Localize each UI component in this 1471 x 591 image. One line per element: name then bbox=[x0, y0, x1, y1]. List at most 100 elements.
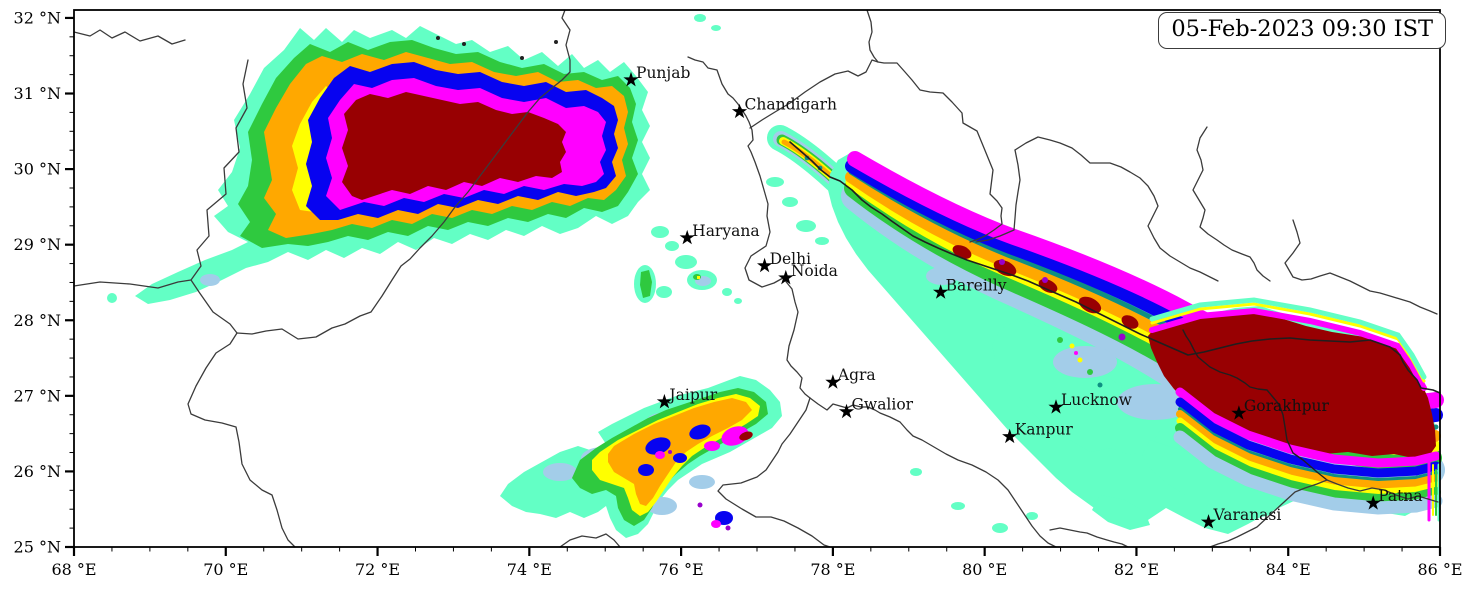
boundary-line bbox=[1284, 219, 1438, 315]
boundary-line bbox=[559, 533, 621, 548]
boundary-line bbox=[73, 279, 192, 289]
contour-fringe-line bbox=[1149, 297, 1427, 380]
contour-fringe-line bbox=[1178, 407, 1438, 483]
city-marker-gwalior: Gwalior bbox=[838, 396, 914, 419]
x-axis-ticks bbox=[72, 547, 1442, 556]
boundary-line bbox=[1182, 329, 1328, 481]
contour-fringe-line bbox=[1149, 307, 1427, 391]
city-label: Kanpur bbox=[1015, 421, 1074, 439]
y-tick-label: 27 °N bbox=[14, 386, 61, 405]
city-label: Noida bbox=[791, 262, 838, 280]
y-tick-label: 26 °N bbox=[14, 462, 61, 481]
city-marker-kanpur: Kanpur bbox=[1002, 421, 1074, 444]
contour-fringe-line bbox=[1175, 397, 1441, 478]
x-tick-label: 78 °E bbox=[810, 560, 855, 579]
y-tick-label: 28 °N bbox=[14, 311, 61, 330]
city-label: Chandigarh bbox=[745, 96, 838, 114]
boundary-line bbox=[866, 9, 879, 63]
x-tick-label: 74 °E bbox=[507, 560, 552, 579]
x-tick-label: 82 °E bbox=[1114, 560, 1159, 579]
city-label: Haryana bbox=[692, 222, 759, 240]
star-icon bbox=[933, 284, 949, 299]
contour-fringe-line bbox=[1176, 417, 1440, 496]
city-label: Patna bbox=[1378, 487, 1422, 505]
city-marker-agra: Agra bbox=[825, 366, 876, 389]
city-marker-chandigarh: Chandigarh bbox=[731, 96, 838, 119]
y-axis-labels: 25 °N 26 °N 27 °N 28 °N 29 °N 30 °N 31 °N 32 °N bbox=[14, 8, 61, 556]
contour-fringe-line bbox=[1173, 430, 1443, 515]
city-marker-haryana: Haryana bbox=[679, 222, 760, 245]
star-icon bbox=[1048, 399, 1064, 414]
city-label: Jaipur bbox=[667, 386, 717, 404]
boundary-line bbox=[717, 397, 831, 548]
city-label: Delhi bbox=[770, 250, 812, 268]
contour-fringe-line bbox=[1175, 387, 1441, 468]
boundary-line bbox=[1049, 527, 1129, 548]
x-tick-label: 70 °E bbox=[203, 560, 248, 579]
boundary-line bbox=[73, 29, 186, 45]
x-tick-label: 84 °E bbox=[1266, 560, 1311, 579]
contour-blob-punjab bbox=[107, 26, 650, 304]
contour-band-terai bbox=[828, 151, 1445, 534]
star-icon bbox=[1231, 405, 1247, 420]
star-icon bbox=[731, 103, 748, 119]
boundary-line bbox=[190, 59, 249, 334]
boundary-line bbox=[975, 149, 1021, 243]
boundary-line bbox=[1014, 136, 1219, 282]
contour-blob-southwest bbox=[500, 376, 782, 538]
y-tick-label: 25 °N bbox=[14, 538, 61, 557]
star-icon bbox=[838, 403, 855, 419]
city-label: Gwalior bbox=[852, 396, 914, 414]
x-tick-label: 72 °E bbox=[355, 560, 400, 579]
x-tick-label: 80 °E bbox=[962, 560, 1007, 579]
city-marker-lucknow: Lucknow bbox=[1048, 391, 1133, 414]
timestamp-label: 05-Feb-2023 09:30 IST bbox=[1171, 16, 1433, 42]
city-label: Punjab bbox=[636, 64, 690, 82]
star-icon bbox=[825, 374, 841, 389]
city-marker-bareilly: Bareilly bbox=[933, 276, 1007, 299]
star-icon bbox=[656, 393, 672, 409]
contour-streak-chandigarh bbox=[766, 125, 875, 245]
city-label: Agra bbox=[837, 366, 876, 384]
boundary-line bbox=[749, 59, 1003, 243]
star-icon bbox=[1200, 514, 1217, 529]
city-marker-patna: Patna bbox=[1365, 487, 1423, 510]
contour-fringe-line bbox=[1176, 410, 1440, 490]
boundary-line bbox=[1326, 479, 1439, 503]
star-icon bbox=[1365, 495, 1381, 510]
city-label: Lucknow bbox=[1061, 391, 1133, 409]
star-icon bbox=[778, 269, 794, 285]
city-label: Bareilly bbox=[946, 276, 1007, 294]
state-boundaries bbox=[73, 9, 1441, 548]
star-icon bbox=[679, 229, 695, 245]
city-marker-varanasi: Varanasi bbox=[1200, 506, 1282, 529]
y-axis-ticks bbox=[65, 16, 74, 549]
boundary-line bbox=[809, 397, 1057, 548]
timestamp-box: 05-Feb-2023 09:30 IST bbox=[1158, 12, 1446, 49]
boundary-line bbox=[687, 56, 811, 399]
city-label: Gorakhpur bbox=[1244, 397, 1330, 415]
boundary-line bbox=[236, 9, 571, 340]
x-tick-label: 68 °E bbox=[51, 560, 96, 579]
contour-fringe-line bbox=[1175, 423, 1441, 505]
star-icon bbox=[623, 71, 639, 87]
boundary-line bbox=[1192, 126, 1271, 282]
city-marker-gorakhpur: Gorakhpur bbox=[1231, 397, 1330, 420]
x-axis-labels: 68 °E 70 °E 72 °E 74 °E 76 °E 78 °E 80 °E 82 °E… bbox=[51, 560, 1462, 579]
star-icon bbox=[1002, 428, 1018, 444]
y-tick-label: 29 °N bbox=[14, 235, 61, 254]
y-tick-label: 32 °N bbox=[14, 8, 61, 27]
x-tick-label: 76 °E bbox=[659, 560, 704, 579]
y-tick-label: 31 °N bbox=[14, 84, 61, 103]
city-label: Varanasi bbox=[1213, 506, 1282, 524]
city-marker-noida: Noida bbox=[778, 262, 838, 285]
boundary-line bbox=[187, 332, 296, 548]
boundary-line bbox=[789, 141, 1441, 394]
city-marker-delhi: Delhi bbox=[757, 250, 812, 273]
contour-field bbox=[107, 14, 1445, 538]
star-icon bbox=[757, 257, 773, 273]
x-tick-label: 86 °E bbox=[1417, 560, 1462, 579]
